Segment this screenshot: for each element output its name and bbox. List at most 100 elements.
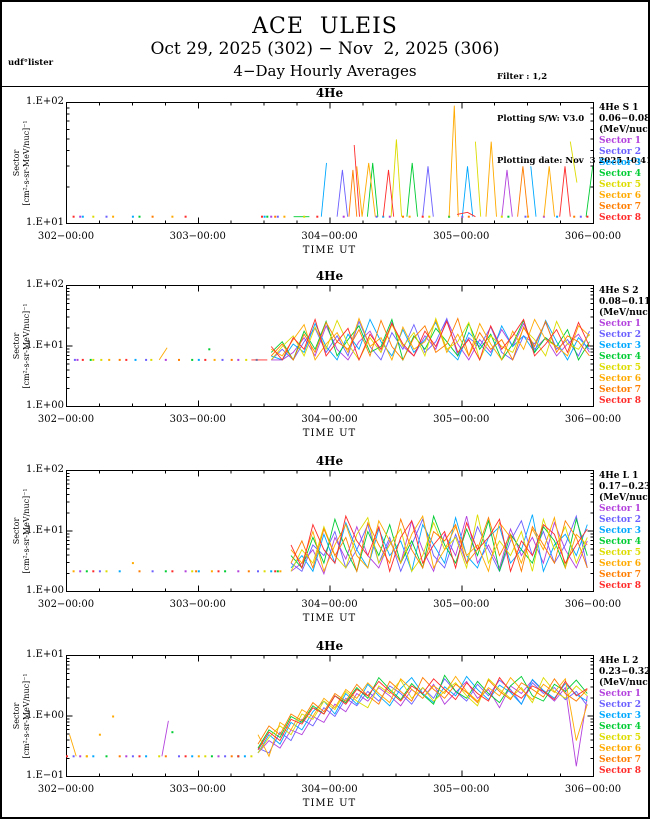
legend-sector-1: Sector 1 <box>599 504 642 514</box>
series-sector-5 <box>85 676 588 758</box>
x-axis-title: TIME UT <box>302 613 357 624</box>
x-tick-label: 302−00:00 <box>37 784 95 795</box>
legend-sector-8: Sector 8 <box>599 396 642 406</box>
y-axis-label-text: Sector [cm²-s-sr-MeV/nuc]⁻¹ <box>12 119 31 206</box>
legend-energy-label: (MeV/nuc) <box>599 308 650 318</box>
series-sector-6 <box>112 105 555 218</box>
legend-sector-7: Sector 7 <box>599 570 642 580</box>
legend-sector-6: Sector 6 <box>599 374 642 384</box>
y-tick-label: 1.E+00 <box>26 400 64 411</box>
x-axis-title: TIME UT <box>302 245 357 256</box>
series-sector-2 <box>105 166 582 218</box>
app-id-label: udf°lister <box>8 58 54 68</box>
x-tick-label: 304−00:00 <box>301 414 358 425</box>
series-sector-3 <box>92 675 588 758</box>
legend-sector-5: Sector 5 <box>599 733 642 743</box>
legend-sector-1: Sector 1 <box>599 319 642 329</box>
x-tick-label: 303−00:00 <box>169 414 226 425</box>
y-tick-label: 1.E+02 <box>26 279 64 290</box>
subtitle: 4−Day Hourly Averages <box>233 62 417 80</box>
legend-sector-6: Sector 6 <box>599 559 642 569</box>
x-tick-label: 306−00:00 <box>564 231 622 242</box>
legend-energy-label: 0.23−0.32 <box>599 667 650 677</box>
y-axis-label: Sector [cm²-s-sr-MeV/nuc]⁻¹ <box>4 285 40 406</box>
y-axis-label: Sector [cm²-s-sr-MeV/nuc]⁻¹ <box>4 655 40 776</box>
y-tick-label: 1.E+00 <box>26 585 64 596</box>
x-tick-label: 302−00:00 <box>37 414 95 425</box>
panel-4-plot <box>66 655 594 777</box>
legend-sector-6: Sector 6 <box>599 191 642 201</box>
panel-2-plot <box>66 285 594 407</box>
legend-sector-3: Sector 3 <box>599 158 642 168</box>
x-tick-label: 305−00:00 <box>433 784 490 795</box>
series-sector-3 <box>81 162 559 218</box>
series-sector-7 <box>151 166 576 218</box>
x-tick-label: 302−00:00 <box>37 599 95 610</box>
y-tick-label: 1.E−01 <box>26 770 64 781</box>
y-tick-label: 1.E+00 <box>26 709 64 721</box>
y-axis-label: Sector [cm²-s-sr-MeV/nuc]⁻¹ <box>4 102 40 223</box>
legend-energy-label: 0.06−0.08 <box>599 114 650 124</box>
x-axis-title: TIME UT <box>302 798 357 809</box>
panel-1-plot <box>66 102 594 224</box>
series-sector-1 <box>79 169 545 218</box>
panel-title: 4He <box>315 454 344 468</box>
legend-energy-label: 4He L 1 <box>599 471 639 481</box>
legend-sector-6: Sector 6 <box>599 744 642 754</box>
x-tick-label: 303−00:00 <box>169 599 226 610</box>
series-sector-6 <box>69 675 588 758</box>
legend-sector-4: Sector 4 <box>599 537 642 547</box>
x-tick-label: 306−00:00 <box>564 599 622 610</box>
x-tick-label: 303−00:00 <box>169 231 226 242</box>
date-range: Oct 29, 2025 (302) − Nov 2, 2025 (306) <box>150 39 500 59</box>
legend-sector-1: Sector 1 <box>599 689 642 699</box>
legend-energy-label: (MeV/nuc) <box>599 678 650 688</box>
legend-sector-4: Sector 4 <box>599 169 642 179</box>
x-tick-label: 304−00:00 <box>301 599 358 610</box>
x-axis-title: TIME UT <box>302 428 357 439</box>
header-divider <box>2 86 648 87</box>
legend-sector-3: Sector 3 <box>599 711 642 721</box>
y-tick-label: 1.E+02 <box>26 96 64 107</box>
legend-sector-5: Sector 5 <box>599 180 642 190</box>
series-sector-6 <box>108 317 590 362</box>
legend-energy-label: 0.17−0.23 <box>599 482 650 492</box>
x-tick-label: 306−00:00 <box>564 414 622 425</box>
y-tick-label: 1.E+01 <box>26 217 64 228</box>
panel-3-plot <box>66 470 594 592</box>
series-sector-4 <box>85 514 588 573</box>
series-sector-8 <box>72 144 589 218</box>
series-sector-7 <box>118 676 588 758</box>
legend-sector-5: Sector 5 <box>599 363 642 373</box>
legend-sector-2: Sector 2 <box>599 330 642 340</box>
legend-sector-3: Sector 3 <box>599 526 642 536</box>
legend-sector-3: Sector 3 <box>599 341 642 351</box>
legend-energy-label: 4He S 1 <box>599 103 639 113</box>
legend-energy-label: (MeV/nuc) <box>599 125 650 135</box>
legend-energy-label: (MeV/nuc) <box>599 493 650 503</box>
legend-energy-label: 4He L 2 <box>599 656 639 666</box>
series-sector-7 <box>138 516 588 574</box>
legend-sector-7: Sector 7 <box>599 755 642 765</box>
x-tick-label: 305−00:00 <box>433 231 490 242</box>
legend-sector-5: Sector 5 <box>599 548 642 558</box>
panel-title: 4He <box>315 86 344 100</box>
software-version-label: Plotting S/W: V3.0 <box>497 114 585 124</box>
series-sector-2 <box>98 514 588 573</box>
legend-energy-label: 4He S 2 <box>599 286 639 296</box>
y-axis-label: Sector [cm²-s-sr-MeV/nuc]⁻¹ <box>4 470 40 591</box>
y-tick-label: 1.E+02 <box>26 464 64 475</box>
page-title: ACE ULEIS <box>252 14 398 39</box>
panel-title: 4He <box>315 269 344 283</box>
legend-sector-8: Sector 8 <box>599 581 642 591</box>
series-sector-8 <box>66 676 588 758</box>
legend-sector-7: Sector 7 <box>599 202 642 212</box>
y-axis-label-text: Sector [cm²-s-sr-MeV/nuc]⁻¹ <box>12 487 31 574</box>
legend-sector-4: Sector 4 <box>599 722 642 732</box>
y-tick-label: 1.E+01 <box>26 524 64 536</box>
x-tick-label: 304−00:00 <box>301 784 358 795</box>
y-tick-label: 1.E+01 <box>26 339 64 351</box>
plot-date-label: Plotting date: Nov 3 2025 10:41 <box>497 156 650 166</box>
legend-sector-8: Sector 8 <box>599 213 642 223</box>
